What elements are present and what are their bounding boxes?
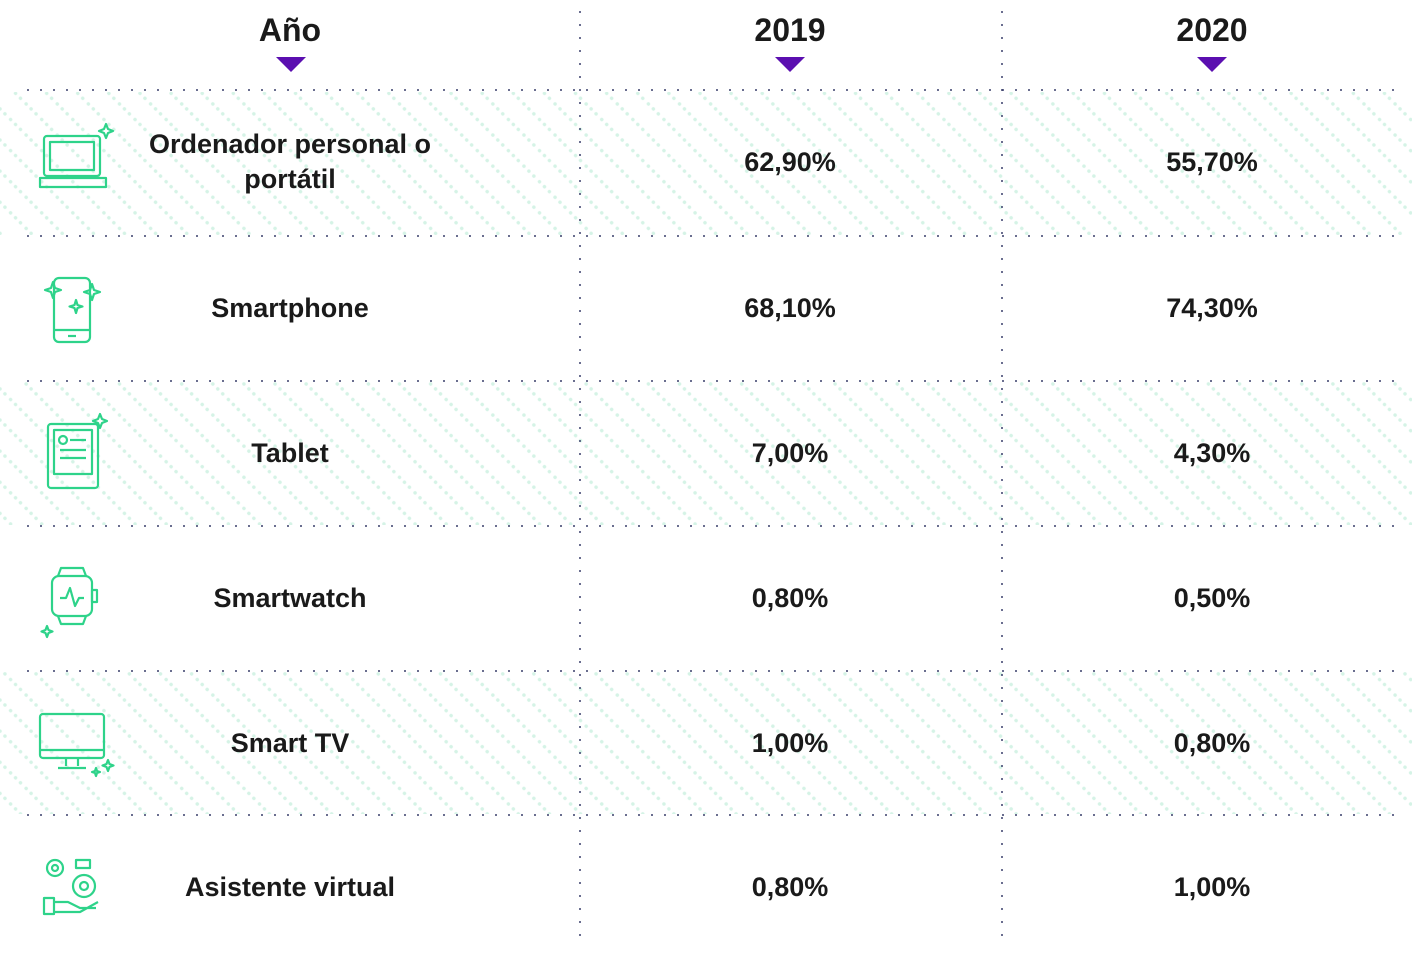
value-cell: 62,90% [744, 146, 836, 177]
value-cell: 74,30% [1166, 292, 1258, 323]
value-cell: 0,80% [751, 871, 829, 902]
row-shade [0, 672, 1412, 814]
value-cell: 0,80% [1173, 727, 1251, 758]
row-label: Smart TV [230, 727, 350, 758]
row-label: Tablet [251, 437, 329, 468]
row-shade [0, 382, 1412, 525]
value-cell: 0,50% [1173, 582, 1251, 613]
value-cell: 55,70% [1166, 146, 1258, 177]
row-label: Smartwatch [213, 582, 367, 613]
grid-lines [27, 11, 1401, 941]
value-cell: 68,10% [744, 292, 836, 323]
value-cell: 1,00% [751, 727, 829, 758]
column-header: 2019 [754, 11, 826, 48]
icons [38, 122, 115, 916]
value-cell: 4,30% [1173, 437, 1251, 468]
column-header: 2020 [1176, 11, 1248, 48]
row-shade [0, 92, 1412, 235]
value-cell: 1,00% [1173, 871, 1251, 902]
row-label: Asistente virtual [184, 871, 396, 902]
value-cell: 7,00% [751, 437, 829, 468]
row-label: Ordenador personal o portátil [148, 129, 432, 194]
sort-arrows [276, 57, 1227, 72]
row-label: Smartphone [211, 292, 369, 323]
column-header: Año [258, 11, 322, 48]
value-cell: 0,80% [751, 582, 829, 613]
